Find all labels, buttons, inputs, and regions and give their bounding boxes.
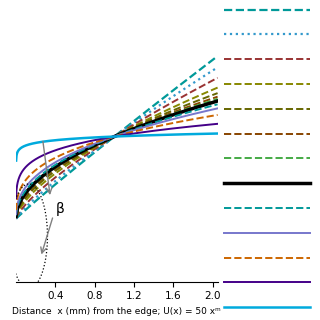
X-axis label: Distance  x (mm) from the edge; U(x) = 50 xᵐ: Distance x (mm) from the edge; U(x) = 50… bbox=[12, 307, 221, 316]
Text: β: β bbox=[55, 202, 64, 216]
